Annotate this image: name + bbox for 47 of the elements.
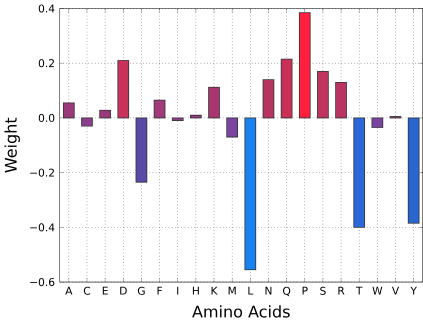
bar [81,117,93,126]
bar [280,58,292,118]
x-axis-title: Amino Acids [192,305,290,318]
x-tick-label: Y [410,286,417,295]
bar [335,82,347,118]
bar [298,12,311,118]
bar [154,100,166,118]
y-axis-title: Weight [4,118,20,173]
bar [244,117,256,270]
bar [372,117,384,128]
x-tick-label: P [302,286,308,295]
y-tick-label: 0.0 [38,114,54,122]
bar [208,86,220,118]
x-tick-label: K [212,286,218,295]
x-tick-label: S [320,286,326,295]
x-tick-label: C [84,286,90,295]
x-tick-label: E [102,286,108,295]
y-tick-label: −0.6 [30,278,54,286]
bar [262,79,274,118]
y-tick-label: 0.4 [38,4,54,12]
bar [353,117,366,228]
y-tick-label: −0.4 [30,223,54,232]
x-tick-label: G [138,286,145,295]
x-tick-label: R [338,286,344,295]
x-tick-label: V [392,286,400,295]
bar [317,70,329,118]
x-tick-label: A [65,286,72,295]
y-tick-label: −0.2 [30,168,54,177]
x-tick-label: D [120,286,127,295]
x-tick-label: I [177,286,178,295]
bar [99,110,111,118]
bar [117,60,130,118]
x-tick-label: Q [283,286,290,296]
bar [62,102,75,118]
bar [408,117,420,224]
y-tick-label: 0.2 [38,59,54,68]
bar [190,114,202,118]
x-tick-label: H [192,286,199,295]
x-tick-label: F [158,286,162,295]
x-tick-label: L [248,286,254,295]
bar [226,117,238,138]
bar [136,117,148,183]
x-tick-label: W [372,286,382,295]
x-tick-label: M [228,286,236,295]
x-tick-label: N [266,286,272,295]
bar [172,117,184,122]
x-tick-label: T [356,286,362,295]
